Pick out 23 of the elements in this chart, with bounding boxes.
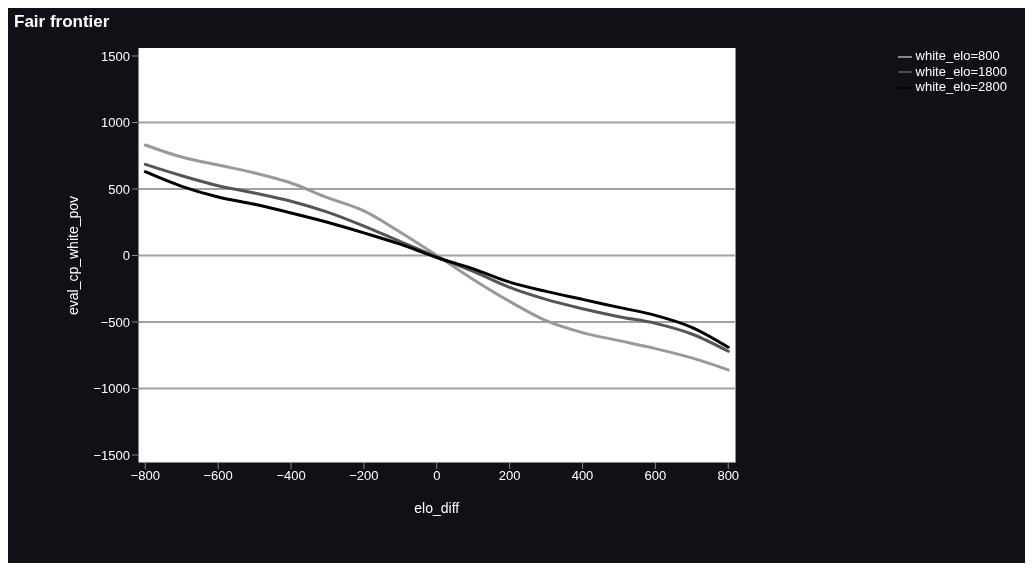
y-tick-label: 1000 xyxy=(101,115,130,131)
y-tick-label: −1000 xyxy=(93,381,130,397)
legend-label: white_elo=1800 xyxy=(915,63,1007,79)
x-tick-label: −200 xyxy=(349,468,379,484)
x-tick-label: 800 xyxy=(717,468,740,484)
line-series xyxy=(143,143,730,372)
y-tick-label: 1500 xyxy=(101,48,130,64)
y-tick-label: −500 xyxy=(100,314,130,330)
x-tick-label: −800 xyxy=(130,468,160,484)
y-tick-label: 0 xyxy=(122,248,130,264)
x-tick-label: 200 xyxy=(498,468,521,484)
legend-label: white_elo=800 xyxy=(915,48,1000,63)
x-tick-label: 400 xyxy=(571,468,594,484)
x-axis-title: elo_diff xyxy=(414,500,460,516)
x-tick-label: 600 xyxy=(644,468,667,484)
y-tick-label: 500 xyxy=(108,181,130,197)
chart-title: Fair frontier xyxy=(14,12,110,32)
y-axis-title: eval_cp_white_pov xyxy=(64,195,81,316)
x-tick-label: −400 xyxy=(276,468,306,484)
legend-label: white_elo=2800 xyxy=(915,79,1007,95)
x-tick-label: −600 xyxy=(203,468,233,484)
x-tick-label: 0 xyxy=(433,468,441,484)
y-tick-label: −1500 xyxy=(93,447,130,463)
